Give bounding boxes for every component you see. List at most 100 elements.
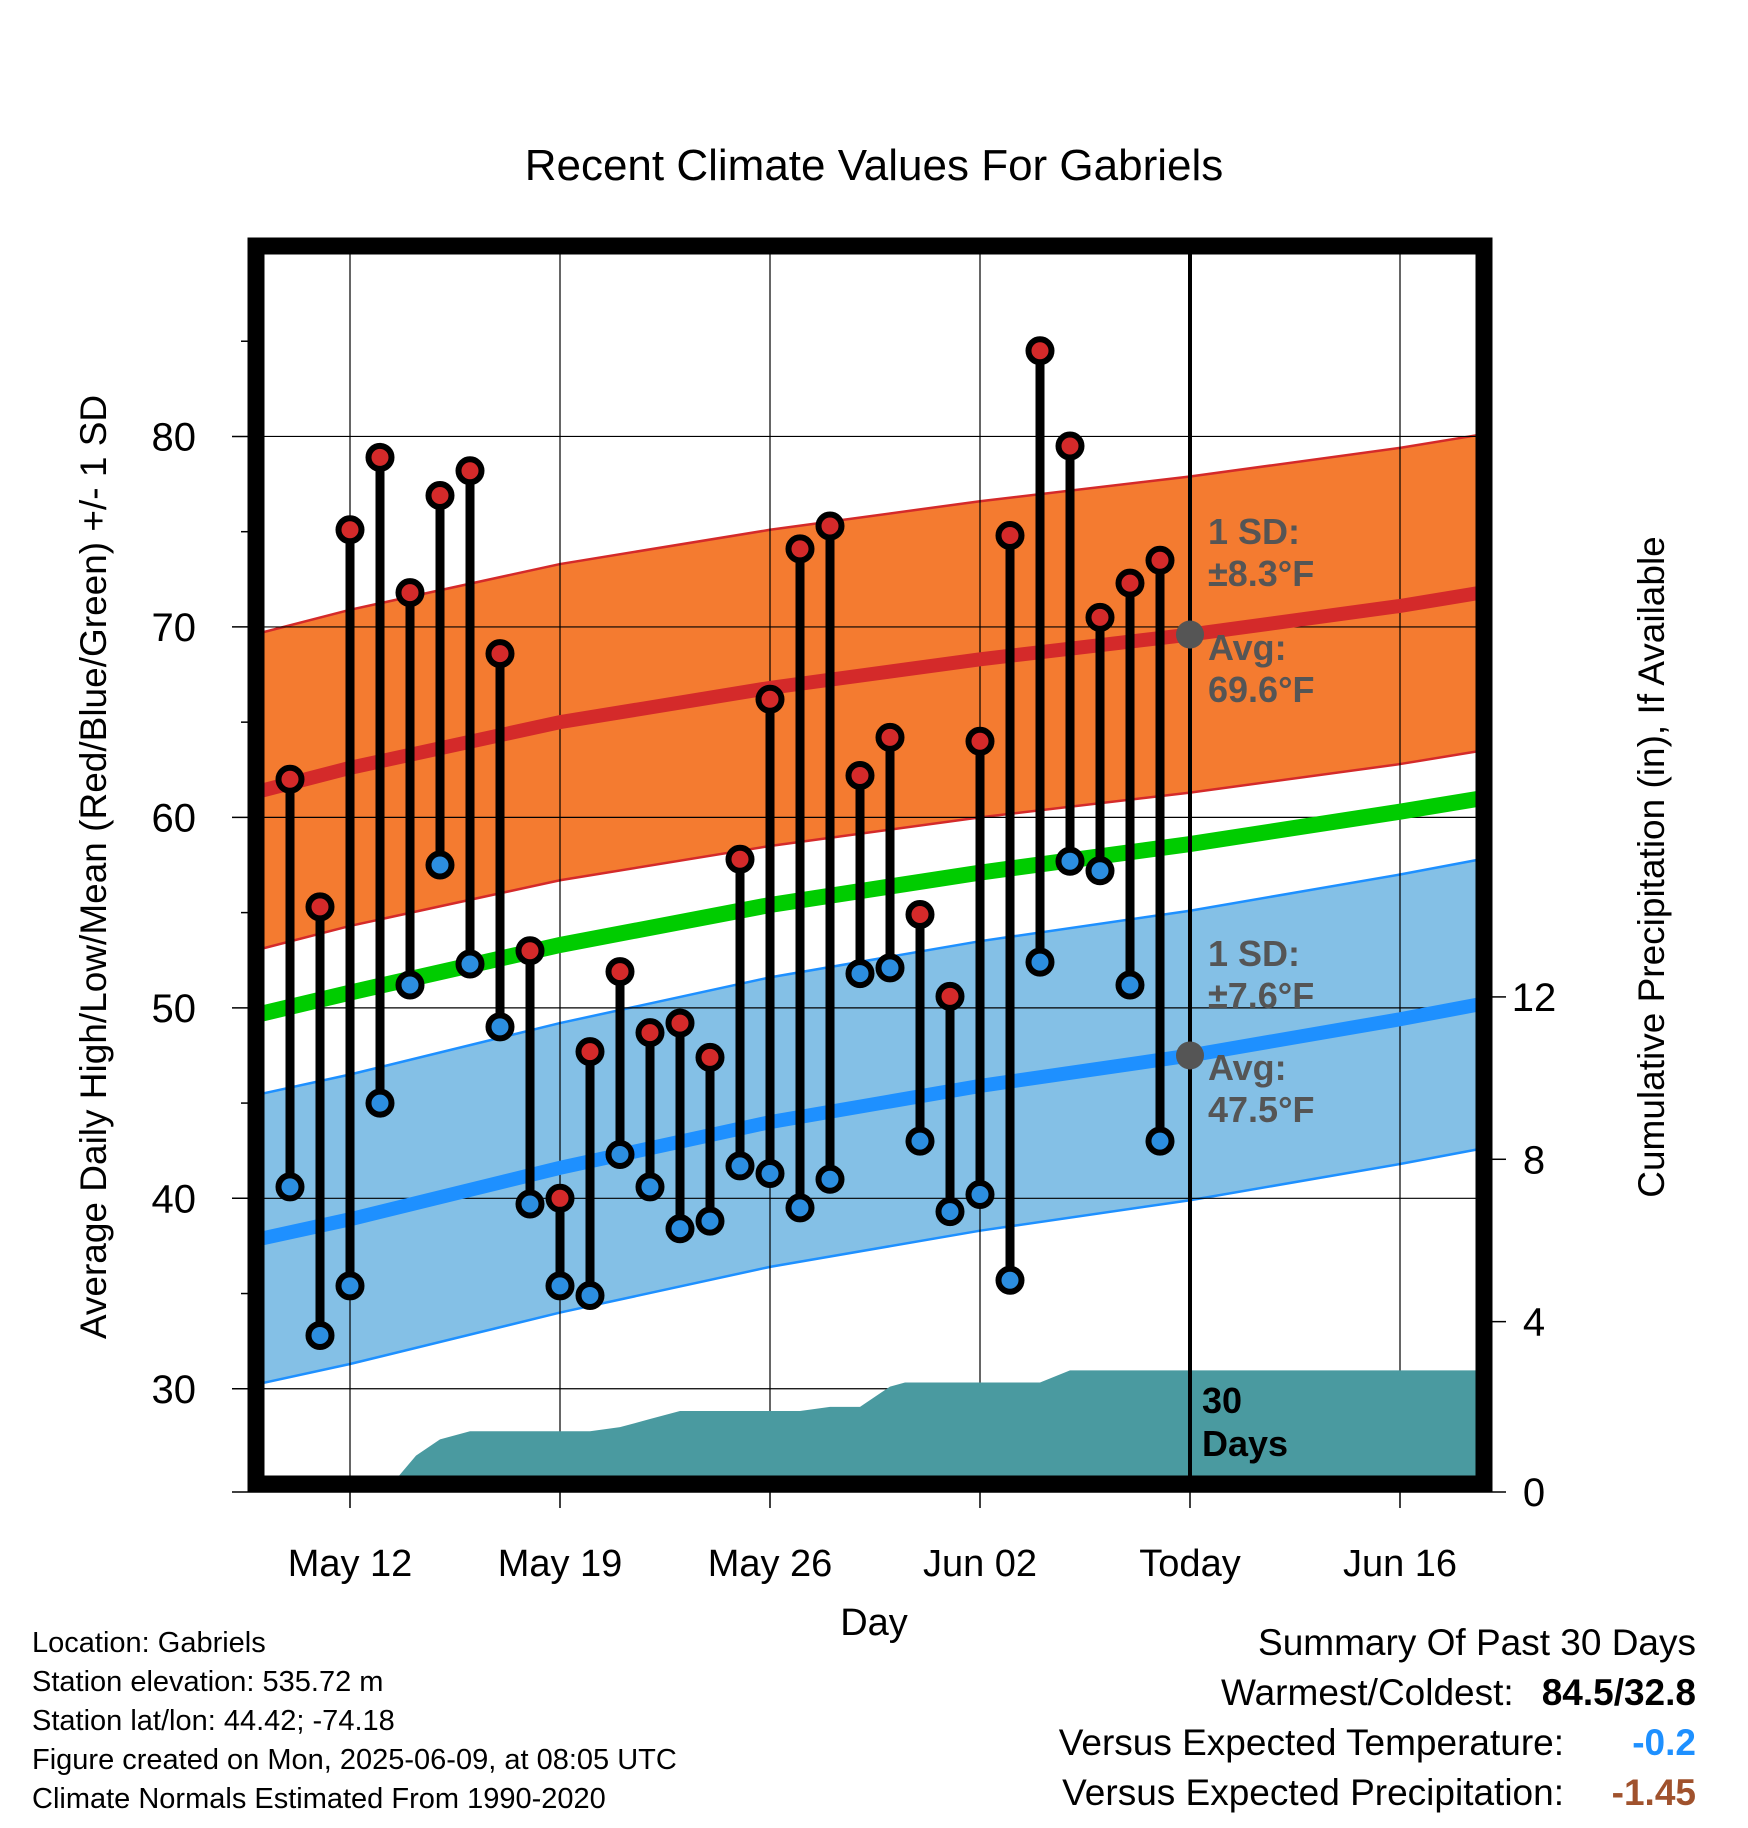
low-point: [335, 1271, 365, 1301]
chart-title: Recent Climate Values For Gabriels: [525, 141, 1224, 190]
chart-text: Recent Climate Values For Gabriels Day A…: [73, 141, 1672, 1644]
low-point: [725, 1151, 755, 1181]
high-point: [635, 1018, 665, 1048]
station-info: Location: Gabriels Station elevation: 53…: [32, 1624, 677, 1819]
high-point: [1085, 602, 1115, 632]
latlon-text: Station lat/lon: 44.42; -74.18: [32, 1705, 395, 1737]
y-axis-label: Average Daily High/Low/Mean (Red/Blue/Gr…: [73, 395, 114, 1339]
low-point: [425, 850, 455, 880]
high-avg-marker: [1176, 620, 1204, 649]
high-point: [995, 521, 1025, 551]
normal-lines: [256, 585, 1483, 1247]
summary-panel: Summary Of Past 30 Days Warmest/Coldest:…: [1059, 1618, 1696, 1818]
low-point: [605, 1140, 635, 1170]
summary-title: Summary Of Past 30 Days: [1258, 1622, 1696, 1663]
low-sd-lower-edge: [256, 1147, 1482, 1386]
location-text: Location: Gabriels: [32, 1627, 266, 1659]
high-point: [1055, 431, 1085, 461]
days-word-label: Days: [1202, 1423, 1288, 1464]
high-point: [365, 442, 395, 472]
y-tick-label: 50: [152, 987, 197, 1031]
high-point: [935, 981, 965, 1011]
y-tick-label: 70: [152, 606, 197, 650]
high-point: [305, 892, 335, 922]
daily-series: [275, 336, 1175, 1350]
low-sd-upper-edge: [256, 858, 1482, 1097]
y-tick-label: 80: [152, 415, 197, 459]
y2-tick-label: 12: [1512, 976, 1557, 1020]
temp-deviation-value: -0.2: [1632, 1722, 1696, 1763]
low-point: [785, 1193, 815, 1223]
high-point: [1025, 336, 1055, 366]
low-point: [905, 1126, 935, 1156]
low-point: [965, 1179, 995, 1209]
high-point: [785, 534, 815, 564]
x-tick-label: Jun 02: [923, 1543, 1037, 1585]
x-tick-label: Today: [1139, 1543, 1240, 1585]
high-sd-upper-edge: [256, 433, 1482, 636]
high-point: [485, 639, 515, 669]
high-point: [905, 900, 935, 930]
plot-frame: [247, 237, 1493, 1493]
low-point: [995, 1265, 1025, 1295]
low-point: [485, 1012, 515, 1042]
high-point: [575, 1037, 605, 1067]
precip-deviation-row: Versus Expected Precipitation: -1.45: [1059, 1768, 1696, 1818]
normals-text: Climate Normals Estimated From 1990-2020: [32, 1783, 606, 1815]
y-tick-label: 40: [152, 1177, 197, 1221]
precip-area-group: [386, 1370, 1481, 1484]
high-point: [815, 511, 845, 541]
x-tick-label: May 19: [498, 1543, 623, 1585]
y2-tick-label: 0: [1523, 1471, 1545, 1515]
low-point: [1055, 846, 1085, 876]
high-point: [845, 760, 875, 790]
low-point: [575, 1280, 605, 1310]
temp-deviation-label: Versus Expected Temperature:: [1058, 1722, 1564, 1763]
low-point: [365, 1088, 395, 1118]
temp-deviation-row: Versus Expected Temperature: -0.2: [1059, 1718, 1696, 1768]
x-tick-label: May 12: [288, 1543, 413, 1585]
high-sd-band: [256, 434, 1481, 951]
precip-deviation-label: Versus Expected Precipitation:: [1062, 1772, 1564, 1813]
warmest-coldest-row: Warmest/Coldest: 84.5/32.8: [1059, 1668, 1696, 1718]
high-point: [605, 957, 635, 987]
high-point: [695, 1042, 725, 1072]
low-sd-label: 1 SD:: [1208, 933, 1300, 974]
high-sd-value: ±8.3°F: [1208, 553, 1314, 594]
precip-area: [386, 1370, 1481, 1484]
low-point: [875, 953, 905, 983]
low-point: [695, 1206, 725, 1236]
low-point: [815, 1164, 845, 1194]
low-avg-marker: [1176, 1041, 1204, 1070]
low-point: [1025, 947, 1055, 977]
low-point: [635, 1172, 665, 1202]
high-point: [275, 764, 305, 794]
elevation-text: Station elevation: 535.72 m: [32, 1666, 384, 1698]
high-point: [665, 1008, 695, 1038]
low-point: [275, 1172, 305, 1202]
high-point: [1145, 545, 1175, 575]
precip-deviation-value: -1.45: [1611, 1772, 1696, 1813]
high-avg-value: 69.6°F: [1208, 669, 1314, 710]
low-point: [935, 1197, 965, 1227]
y-tick-label: 30: [152, 1368, 197, 1412]
x-tick-label: Jun 16: [1343, 1543, 1457, 1585]
y2-tick-label: 8: [1523, 1138, 1545, 1182]
low-sd-value: ±7.6°F: [1208, 975, 1314, 1016]
high-point: [395, 578, 425, 608]
y2-tick-label: 4: [1523, 1301, 1545, 1345]
high-point: [965, 726, 995, 756]
high-sd-lower-edge: [256, 749, 1482, 952]
low-avg-value: 47.5°F: [1208, 1089, 1314, 1130]
low-point: [1115, 970, 1145, 1000]
high-point: [515, 936, 545, 966]
plot-frame-group: [247, 237, 1493, 1493]
x-axis-label: Day: [840, 1602, 908, 1644]
y2-axis-label: Cumulative Precipitation (in), If Availa…: [1631, 536, 1672, 1198]
low-point: [545, 1271, 575, 1301]
created-text: Figure created on Mon, 2025-06-09, at 08…: [32, 1744, 677, 1776]
high-point: [875, 722, 905, 752]
high-avg-label: Avg:: [1208, 627, 1287, 668]
